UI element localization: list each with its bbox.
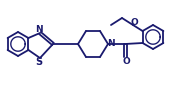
Text: N: N bbox=[107, 39, 115, 49]
Text: N: N bbox=[35, 25, 43, 34]
Text: O: O bbox=[122, 56, 130, 66]
Text: S: S bbox=[36, 57, 43, 67]
Text: O: O bbox=[130, 18, 138, 27]
